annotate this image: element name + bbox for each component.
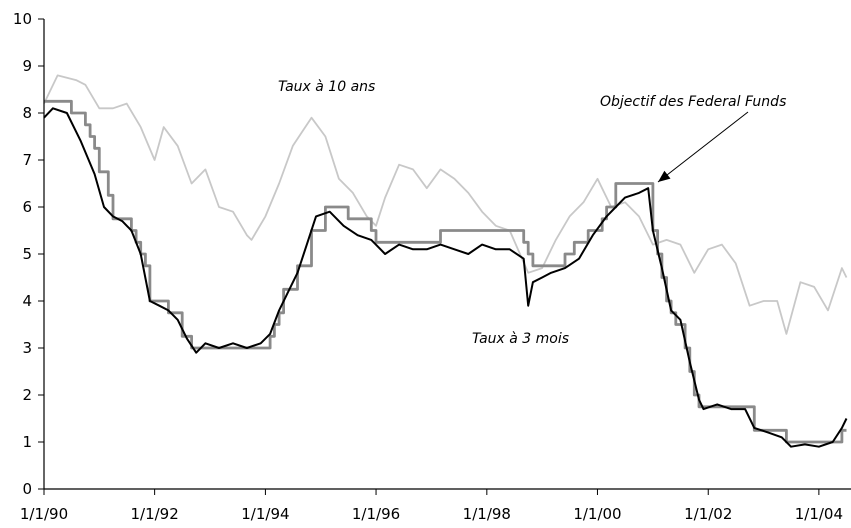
axes xyxy=(43,19,851,490)
y-tick-label: 4 xyxy=(22,292,32,310)
y-tick-label: 3 xyxy=(22,339,32,357)
y-tick-label: 8 xyxy=(22,104,32,122)
y-tick-label: 1 xyxy=(22,433,32,451)
y-tick-label: 5 xyxy=(22,245,32,263)
y-tick-label: 0 xyxy=(22,480,32,498)
annotations: Taux à 10 ans Objectif des Federal Funds… xyxy=(278,79,786,347)
y-tick-label: 2 xyxy=(22,386,32,404)
y-tick-label: 9 xyxy=(22,57,32,75)
y-tick-label: 10 xyxy=(13,10,32,28)
series-layer xyxy=(43,74,848,448)
y-tick-label: 6 xyxy=(22,198,32,216)
x-tick-label: 1/1/92 xyxy=(130,505,178,523)
x-tick-label: 1/1/94 xyxy=(241,505,289,523)
series-line-ten-year-rate xyxy=(43,74,848,335)
x-tick-label: 1/1/02 xyxy=(684,505,732,523)
annotation-ten-year-rate: Taux à 10 ans xyxy=(278,79,375,95)
annotation-three-month-rate: Taux à 3 mois xyxy=(472,331,569,347)
x-tick-label: 1/1/90 xyxy=(20,505,68,523)
x-tick-label: 1/1/04 xyxy=(795,505,843,523)
annotation-fed-funds-target: Objectif des Federal Funds xyxy=(600,94,786,110)
y-tick-label: 7 xyxy=(22,151,32,169)
series-line-three-month-rate xyxy=(43,107,848,448)
x-tick-label: 1/1/98 xyxy=(463,505,511,523)
x-tick-label: 1/1/00 xyxy=(573,505,621,523)
ticks: 0 1 2 3 4 5 6 7 8 9 10 1/1/90 1/1/92 1/1/94 1/1/96 1/1/… xyxy=(13,10,843,523)
fed-funds-arrow-head xyxy=(658,170,671,182)
series-line-fed-funds-target xyxy=(44,99,847,444)
x-tick-label: 1/1/96 xyxy=(352,505,400,523)
fed-funds-arrow xyxy=(657,111,749,183)
